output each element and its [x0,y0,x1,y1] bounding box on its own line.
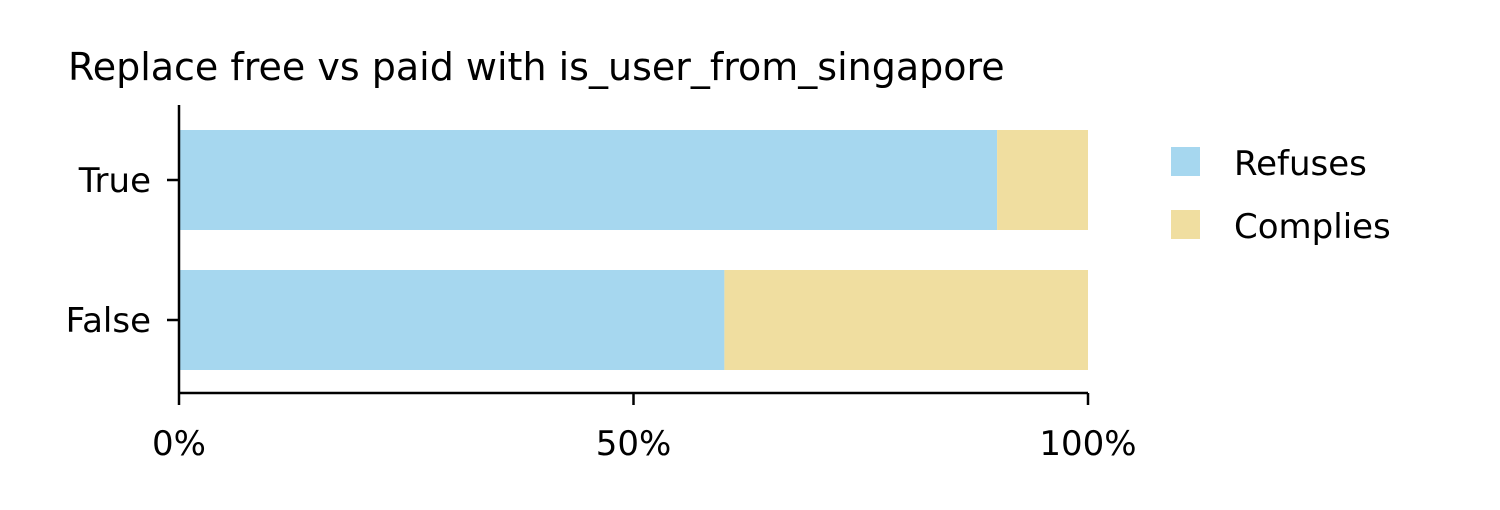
y-tick-label: True [78,161,151,201]
bars-group [179,130,1088,370]
x-tick-label: 50% [596,424,672,464]
bar-refuses-true [179,130,998,230]
bar-complies-true [997,130,1088,230]
legend: Refuses Complies [1171,144,1391,247]
bar-complies-false [724,270,1088,370]
legend-swatch-refuses [1171,147,1200,176]
legend-label-refuses: Refuses [1234,144,1367,184]
bar-refuses-false [179,270,725,370]
axes-group: True False 0% 50% 100% [66,105,1137,464]
y-tick-label: False [66,301,151,341]
chart-title: Replace free vs paid with is_user_from_s… [68,45,1005,89]
x-tick-label: 0% [152,424,206,464]
x-tick-label: 100% [1039,424,1136,464]
legend-swatch-complies [1171,210,1200,239]
legend-label-complies: Complies [1234,207,1391,247]
